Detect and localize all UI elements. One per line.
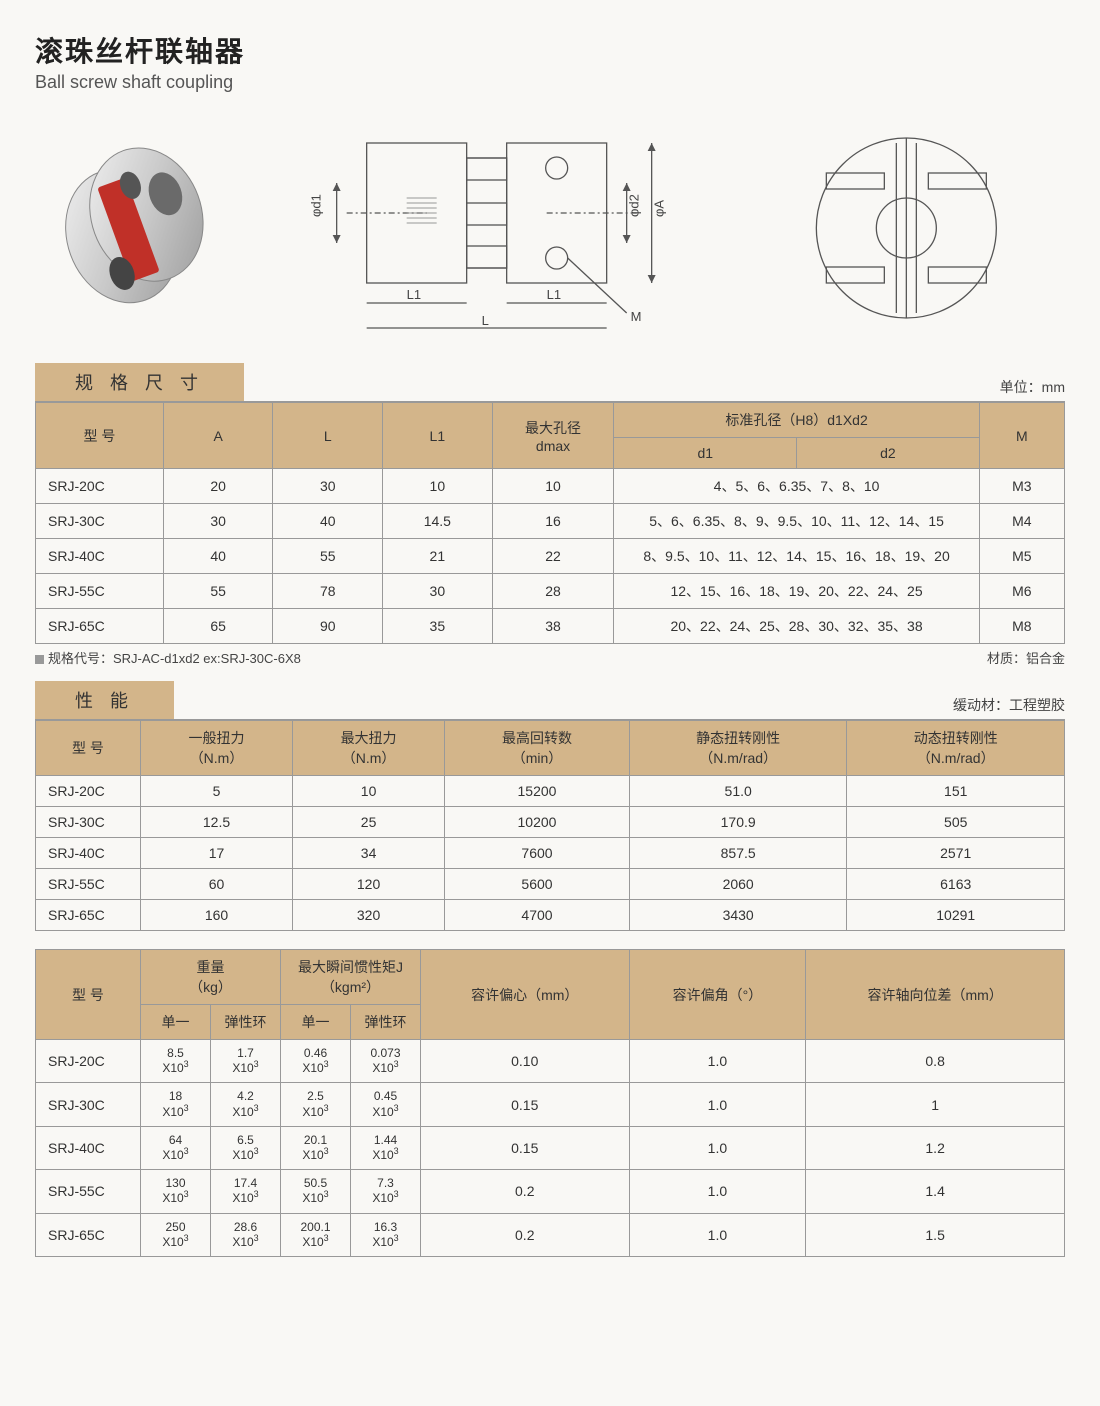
col-A: A	[163, 403, 273, 469]
pcol-rpm: 最高回转数 （min）	[445, 721, 630, 776]
dim-L1a: L1	[407, 287, 421, 302]
table-row: SRJ-30C12.52510200170.9505	[36, 807, 1065, 838]
mcol-inertia: 最大瞬间惯性矩J （kgm²）	[281, 950, 421, 1005]
page-title-ch: 滚珠丝杆联轴器	[35, 30, 1065, 70]
dim-L1b: L1	[547, 287, 561, 302]
col-L1: L1	[383, 403, 493, 469]
table-row: SRJ-55C130X10317.4X10350.5X1037.3X1030.2…	[36, 1170, 1065, 1213]
mcol-ecc: 容许偏心（mm）	[421, 950, 630, 1040]
dim-L: L	[482, 313, 489, 328]
col-std-bore: 标准孔径（H8）d1Xd2	[614, 403, 979, 438]
dim-A: φA	[652, 200, 667, 217]
mass-table: 型 号 重量 （kg） 最大瞬间惯性矩J （kgm²） 容许偏心（mm） 容许偏…	[35, 949, 1065, 1257]
col-M: M	[979, 403, 1064, 469]
table-row: SRJ-30C18X1034.2X1032.5X1030.45X1030.151…	[36, 1083, 1065, 1126]
table-row: SRJ-20C5101520051.0151	[36, 776, 1065, 807]
col-model: 型 号	[36, 403, 164, 469]
mcol-ax: 容许轴向位差（mm）	[806, 950, 1065, 1040]
spec-table: 型 号 A L L1 最大孔径 dmax 标准孔径（H8）d1Xd2 M d1 …	[35, 402, 1065, 644]
table-row: SRJ-65C1603204700343010291	[36, 900, 1065, 931]
spec-footer-right: 材质：铝合金	[987, 648, 1065, 667]
spec-unit-note: 单位：mm	[1000, 377, 1065, 401]
table-row: SRJ-40C64X1036.5X10320.1X1031.44X1030.15…	[36, 1126, 1065, 1169]
table-row: SRJ-20C203010104、5、6、6.35、7、8、10M3	[36, 469, 1065, 504]
table-row: SRJ-40C405521228、9.5、10、11、12、14、15、16、1…	[36, 539, 1065, 574]
mcol-model: 型 号	[36, 950, 141, 1040]
table-row: SRJ-55C5578302812、15、16、18、19、20、22、24、2…	[36, 574, 1065, 609]
mcol-w-elastic: 弹性环	[211, 1005, 281, 1040]
pcol-model: 型 号	[36, 721, 141, 776]
dim-d2: φd2	[627, 194, 642, 217]
page-title-en: Ball screw shaft coupling	[35, 72, 1065, 93]
perf-tab: 性 能	[35, 681, 174, 719]
technical-drawing-side: φd1 φd2 φA L1 L1 L M	[265, 113, 708, 343]
table-row: SRJ-30C304014.5165、6、6.35、8、9、9.5、10、11、…	[36, 504, 1065, 539]
table-row: SRJ-55C60120560020606163	[36, 869, 1065, 900]
table-row: SRJ-65C6590353820、22、24、25、28、30、32、35、3…	[36, 609, 1065, 644]
table-row: SRJ-65C250X10328.6X103200.1X10316.3X1030…	[36, 1213, 1065, 1256]
spec-footer: 规格代号：SRJ-AC-d1xd2 ex:SRJ-30C-6X8 材质：铝合金	[35, 648, 1065, 667]
technical-drawing-front	[748, 123, 1065, 333]
perf-section-header: 性 能 缓动材：工程塑胶	[35, 681, 1065, 720]
pcol-tn: 一般扭力 （N.m）	[141, 721, 293, 776]
mcol-j-single: 单一	[281, 1005, 351, 1040]
mcol-j-elastic: 弹性环	[351, 1005, 421, 1040]
perf-unit-note: 缓动材：工程塑胶	[953, 695, 1065, 719]
perf-table: 型 号 一般扭力 （N.m） 最大扭力 （N.m） 最高回转数 （min） 静态…	[35, 720, 1065, 931]
col-dmax: 最大孔径 dmax	[492, 403, 614, 469]
diagram-row: φd1 φd2 φA L1 L1 L M	[35, 113, 1065, 343]
dim-d1: φd1	[309, 194, 324, 217]
col-d1: d1	[614, 438, 797, 469]
col-d2: d2	[797, 438, 980, 469]
mcol-ang: 容许偏角（°）	[629, 950, 806, 1040]
dim-M: M	[631, 309, 642, 324]
pcol-s: 静态扭转刚性 （N.m/rad）	[629, 721, 847, 776]
spec-tab: 规 格 尺 寸	[35, 363, 244, 401]
spec-section-header: 规 格 尺 寸 单位：mm	[35, 363, 1065, 402]
spec-footer-left: 规格代号：SRJ-AC-d1xd2 ex:SRJ-30C-6X8	[48, 651, 301, 666]
col-L: L	[273, 403, 383, 469]
mcol-weight: 重量 （kg）	[141, 950, 281, 1005]
pcol-d: 动态扭转刚性 （N.m/rad）	[847, 721, 1065, 776]
mcol-w-single: 单一	[141, 1005, 211, 1040]
pcol-tm: 最大扭力 （N.m）	[293, 721, 445, 776]
product-photo	[35, 133, 225, 323]
table-row: SRJ-40C17347600857.52571	[36, 838, 1065, 869]
table-row: SRJ-20C8.5X1031.7X1030.46X1030.073X1030.…	[36, 1040, 1065, 1083]
